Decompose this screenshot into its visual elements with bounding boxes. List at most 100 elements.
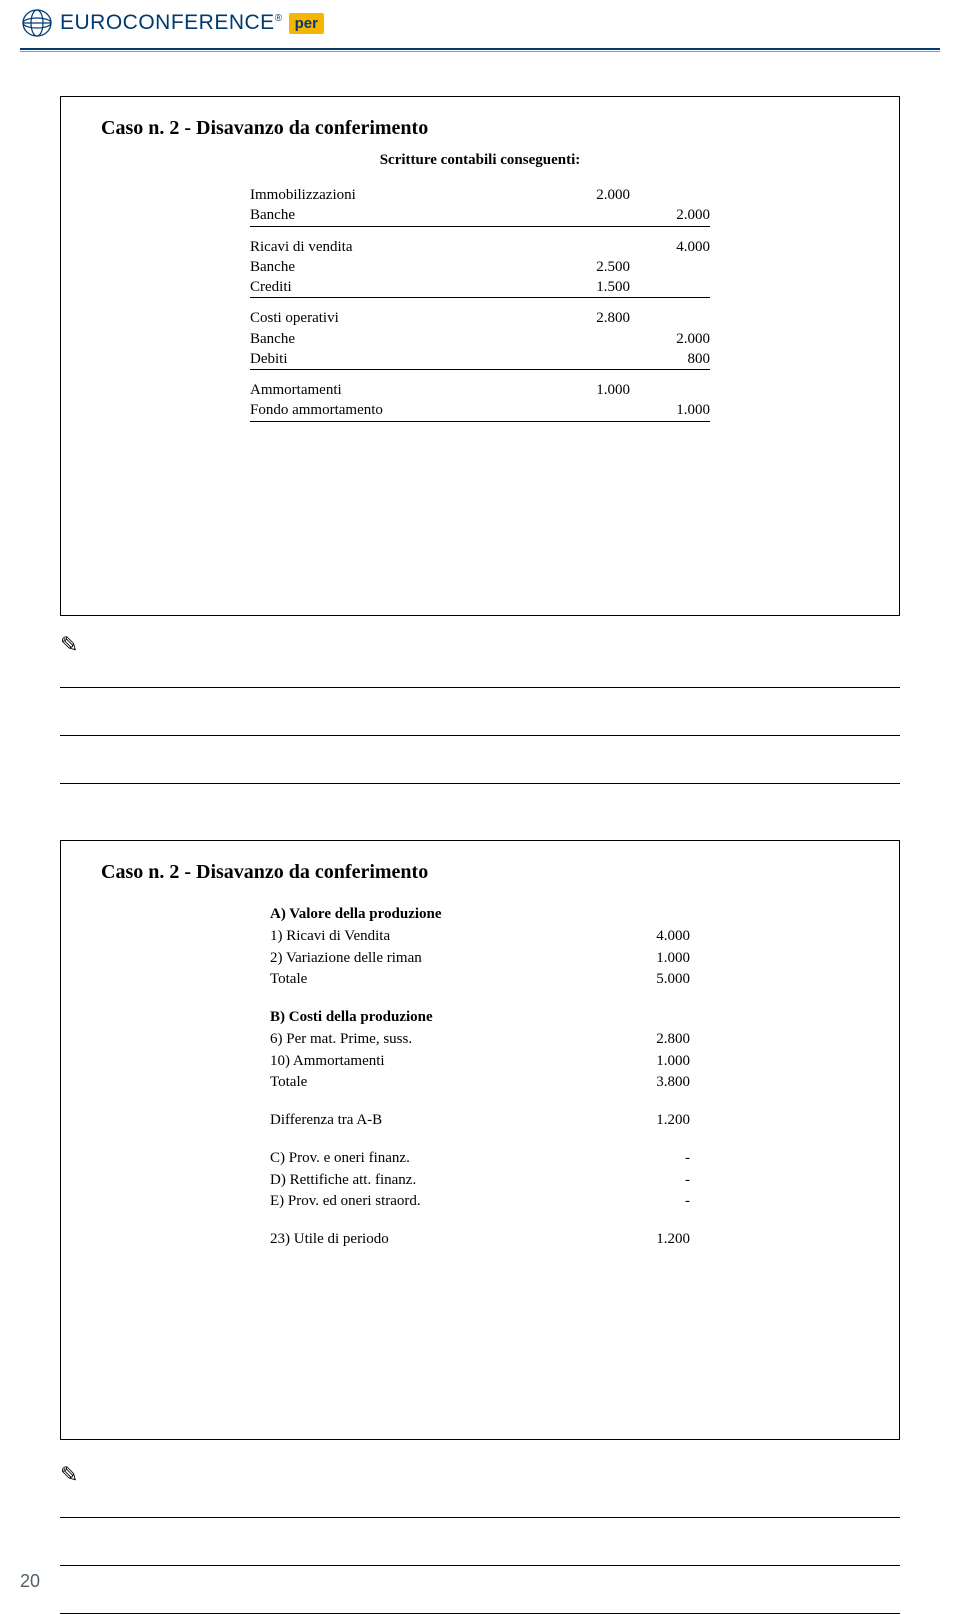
income-label: C) Prov. e oneri finanz. — [270, 1148, 610, 1170]
entry-label: Debiti — [250, 349, 550, 369]
journal-entry-group: Ricavi di vendita 4.000Banche2.500Crediti… — [250, 237, 710, 299]
journal-entry-row: Immobilizzazioni2.000 — [250, 185, 710, 205]
entry-label: Costi operativi — [250, 308, 550, 328]
income-value: - — [610, 1148, 690, 1170]
income-label: 1) Ricavi di Vendita — [270, 926, 610, 948]
entry-debit — [550, 400, 630, 420]
journal-entry-row: Fondo ammortamento 1.000 — [250, 400, 710, 421]
brand-name: EUROCONFERENCE® — [60, 11, 283, 35]
income-row: Totale5.000 — [270, 969, 690, 991]
income-row: C) Prov. e oneri finanz.- — [270, 1148, 690, 1170]
brand-logo: EUROCONFERENCE® per — [20, 8, 324, 38]
income-section: 23) Utile di periodo1.200 — [270, 1229, 690, 1251]
income-value: 4.000 — [610, 926, 690, 948]
journal-entry-group: Ammortamenti1.000Fondo ammortamento1.000 — [250, 380, 710, 422]
income-statement: A) Valore della produzione1) Ricavi di V… — [101, 904, 859, 1251]
entry-label: Ammortamenti — [250, 380, 550, 400]
entry-label: Banche — [250, 205, 550, 225]
entry-debit — [550, 349, 630, 369]
header-rule — [20, 48, 940, 52]
entry-credit: 4.000 — [630, 237, 710, 257]
slide2-title: Caso n. 2 - Disavanzo da conferimento — [101, 861, 859, 884]
journal-entries: Immobilizzazioni2.000Banche2.000Ricavi d… — [101, 185, 859, 422]
entry-debit — [550, 237, 630, 257]
entry-debit: 2.500 — [550, 257, 630, 277]
note-line — [60, 1566, 900, 1614]
income-value: - — [610, 1170, 690, 1192]
income-section: A) Valore della produzione1) Ricavi di V… — [270, 904, 690, 991]
income-section: C) Prov. e oneri finanz.-D) Rettifiche a… — [270, 1148, 690, 1213]
income-section: B) Costi della produzione6) Per mat. Pri… — [270, 1007, 690, 1094]
note-line — [60, 1518, 900, 1566]
slide-1: Caso n. 2 - Disavanzo da conferimento Sc… — [60, 96, 900, 616]
entry-credit — [630, 277, 710, 297]
income-value: 1.000 — [610, 948, 690, 970]
income-label: Totale — [270, 969, 610, 991]
note-line — [60, 1470, 900, 1518]
income-label: 6) Per mat. Prime, suss. — [270, 1029, 610, 1051]
entry-credit — [630, 257, 710, 277]
slide1-subtitle: Scritture contabili conseguenti: — [101, 152, 859, 169]
entry-label: Immobilizzazioni — [250, 185, 550, 205]
income-row: 10) Ammortamenti1.000 — [270, 1051, 690, 1073]
entry-credit — [630, 308, 710, 328]
income-label: E) Prov. ed oneri straord. — [270, 1191, 610, 1213]
journal-entry-row: Costi operativi2.800 — [250, 308, 710, 328]
note-lines-1 — [60, 640, 900, 784]
entry-label: Ricavi di vendita — [250, 237, 550, 257]
income-section-head: B) Costi della produzione — [270, 1007, 690, 1029]
entry-debit: 2.000 — [550, 185, 630, 205]
journal-entry-row: Crediti1.500 — [250, 277, 710, 298]
journal-entry-row: Banche2.500 — [250, 257, 710, 277]
journal-entry-row: Banche 2.000 — [250, 329, 710, 349]
journal-entry-row: Ammortamenti1.000 — [250, 380, 710, 400]
note-line — [60, 736, 900, 784]
per-badge: per — [289, 13, 324, 34]
entry-label: Fondo ammortamento — [250, 400, 550, 420]
income-row: D) Rettifiche att. finanz.- — [270, 1170, 690, 1192]
entry-credit — [630, 380, 710, 400]
entry-debit — [550, 205, 630, 225]
journal-entry-group: Costi operativi2.800Banche 2.000 Debiti 800 — [250, 308, 710, 370]
income-row: 1) Ricavi di Vendita4.000 — [270, 926, 690, 948]
entry-credit: 2.000 — [630, 205, 710, 225]
income-value: 1.200 — [610, 1229, 690, 1251]
income-section: Differenza tra A-B1.200 — [270, 1110, 690, 1132]
income-row: 23) Utile di periodo1.200 — [270, 1229, 690, 1251]
income-row: Totale3.800 — [270, 1072, 690, 1094]
entry-debit — [550, 329, 630, 349]
entry-label: Banche — [250, 329, 550, 349]
journal-entry-group: Immobilizzazioni2.000Banche2.000 — [250, 185, 710, 227]
entry-credit: 1.000 — [630, 400, 710, 420]
note-line — [60, 640, 900, 688]
income-label: Totale — [270, 1072, 610, 1094]
income-value: - — [610, 1191, 690, 1213]
journal-entry-row: Debiti 800 — [250, 349, 710, 370]
slide1-title: Caso n. 2 - Disavanzo da conferimento — [101, 117, 859, 140]
income-row: Differenza tra A-B1.200 — [270, 1110, 690, 1132]
entry-debit: 1.000 — [550, 380, 630, 400]
income-value: 3.800 — [610, 1072, 690, 1094]
note-lines-2 — [60, 1470, 900, 1614]
income-label: D) Rettifiche att. finanz. — [270, 1170, 610, 1192]
note-line — [60, 688, 900, 736]
income-label: Differenza tra A-B — [270, 1110, 610, 1132]
entry-credit: 800 — [630, 349, 710, 369]
income-value: 2.800 — [610, 1029, 690, 1051]
globe-icon — [20, 8, 54, 38]
income-value: 5.000 — [610, 969, 690, 991]
income-section-head: A) Valore della produzione — [270, 904, 690, 926]
income-label: 10) Ammortamenti — [270, 1051, 610, 1073]
income-label: 2) Variazione delle riman — [270, 948, 610, 970]
entry-credit — [630, 185, 710, 205]
income-row: 6) Per mat. Prime, suss.2.800 — [270, 1029, 690, 1051]
entry-credit: 2.000 — [630, 329, 710, 349]
entry-label: Crediti — [250, 277, 550, 297]
income-label: 23) Utile di periodo — [270, 1229, 610, 1251]
journal-entry-row: Banche 2.000 — [250, 205, 710, 226]
income-value: 1.000 — [610, 1051, 690, 1073]
entry-debit: 2.800 — [550, 308, 630, 328]
slide-2: Caso n. 2 - Disavanzo da conferimento A)… — [60, 840, 900, 1440]
entry-debit: 1.500 — [550, 277, 630, 297]
income-row: 2) Variazione delle riman1.000 — [270, 948, 690, 970]
